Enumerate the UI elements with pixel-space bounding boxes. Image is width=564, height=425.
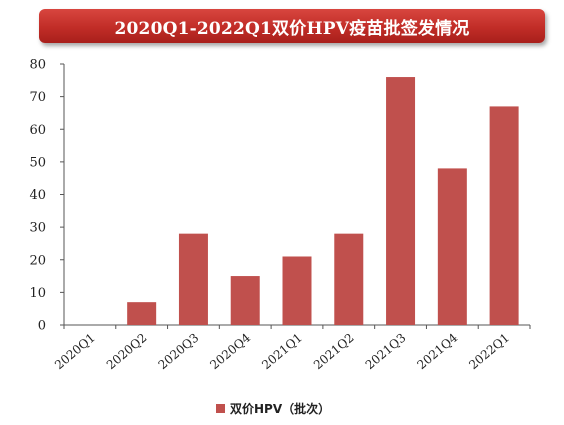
legend: 双价HPV（批次） [216, 400, 330, 417]
y-tick-label: 20 [29, 253, 46, 268]
bar-series [127, 77, 519, 325]
bar [386, 77, 416, 325]
x-tick-label: 2020Q4 [207, 330, 253, 372]
x-tick-label: 2022Q1 [466, 331, 512, 373]
x-tick-label: 2020Q2 [104, 331, 150, 373]
y-tick-label: 40 [29, 188, 46, 203]
bar [437, 168, 467, 325]
y-tick-label: 30 [29, 221, 46, 236]
legend-swatch [216, 404, 225, 413]
chart-title-banner: 2020Q1-2022Q1双价HPV疫苗批签发情况 [39, 9, 545, 43]
y-tick-label: 80 [29, 58, 46, 73]
y-tick-label: 60 [29, 123, 46, 138]
y-tick-label: 50 [29, 155, 46, 170]
x-tick-label: 2021Q2 [311, 331, 357, 373]
bar [127, 302, 157, 325]
chart-title: 2020Q1-2022Q1双价HPV疫苗批签发情况 [114, 18, 470, 39]
y-axis-ticks: 0 10 20 30 40 50 60 70 80 [29, 58, 64, 334]
bar [282, 256, 312, 325]
bar [230, 276, 260, 325]
x-tick-label: 2020Q1 [52, 331, 98, 373]
legend-label: 双价HPV（批次） [230, 402, 331, 416]
x-tick-label: 2021Q3 [363, 331, 409, 373]
x-axis-labels: 2020Q1 2020Q2 2020Q3 2020Q4 2021Q1 2021Q2 2021… [52, 325, 531, 373]
bar [334, 233, 364, 325]
bar [178, 233, 208, 325]
x-tick-label: 2021Q1 [259, 331, 305, 373]
x-tick-label: 2021Q4 [414, 330, 460, 372]
bar [489, 106, 519, 325]
y-tick-label: 0 [38, 319, 46, 334]
y-tick-label: 70 [29, 90, 46, 105]
x-tick-label: 2020Q3 [156, 331, 202, 373]
y-tick-label: 10 [29, 286, 46, 301]
